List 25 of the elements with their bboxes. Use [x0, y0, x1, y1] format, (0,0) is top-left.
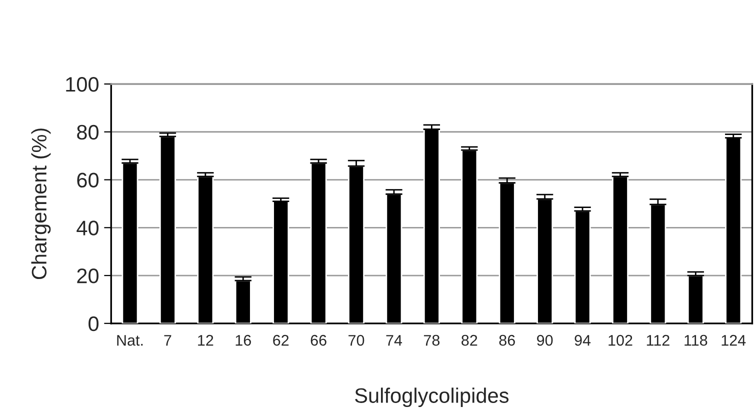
y-axis-title: Chargement (%)	[31, 128, 51, 280]
x-tick-label: 12	[198, 334, 214, 346]
x-tick-label: 78	[424, 334, 440, 346]
y-tick-label: 80	[77, 124, 99, 140]
y-tick-label: 60	[77, 172, 99, 188]
x-tick-label: 112	[646, 334, 670, 346]
x-tick-label: 94	[574, 334, 591, 346]
x-tick-label: 74	[386, 335, 402, 346]
x-tick-label: 124	[722, 334, 746, 346]
y-tick-label: 100	[66, 77, 99, 92]
x-tick-label: 118	[684, 334, 708, 346]
x-tick-label: 62	[273, 334, 289, 346]
x-tick-label: 102	[608, 334, 632, 346]
x-tick-label: 7	[164, 335, 172, 346]
x-tick-label: 16	[236, 334, 251, 346]
x-tick-label: 70	[348, 334, 364, 346]
x-tick-label: 82	[462, 334, 478, 346]
x-tick-label: 90	[537, 334, 553, 346]
y-tick-label: 40	[76, 220, 99, 236]
x-tick-label: 86	[499, 334, 515, 346]
x-axis-title: Sulfoglycolipides	[355, 388, 509, 408]
x-tick-label: 66	[310, 334, 326, 346]
y-tick-label: 20	[77, 268, 99, 284]
x-tick-label: Nat.	[117, 335, 143, 346]
y-tick-label: 0	[88, 316, 99, 332]
